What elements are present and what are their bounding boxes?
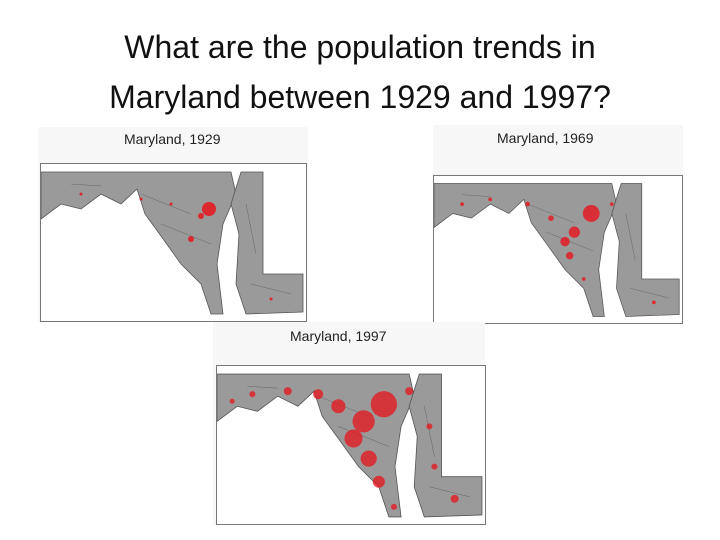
maryland-map (434, 183, 680, 317)
maryland-map (217, 373, 483, 518)
map-frame (433, 175, 683, 324)
map-caption: Maryland, 1929 (124, 131, 221, 147)
map-image: Maryland, 1997 (213, 322, 486, 525)
map-image: Maryland, 1969 (433, 125, 683, 324)
map-caption: Maryland, 1969 (497, 130, 594, 146)
map-image: Maryland, 1929 (38, 127, 308, 322)
map-frame (40, 163, 307, 322)
map-caption: Maryland, 1997 (290, 328, 387, 344)
maryland-map (41, 171, 304, 315)
map-frame (216, 365, 486, 525)
slide-title: What are the population trends in Maryla… (109, 29, 611, 115)
